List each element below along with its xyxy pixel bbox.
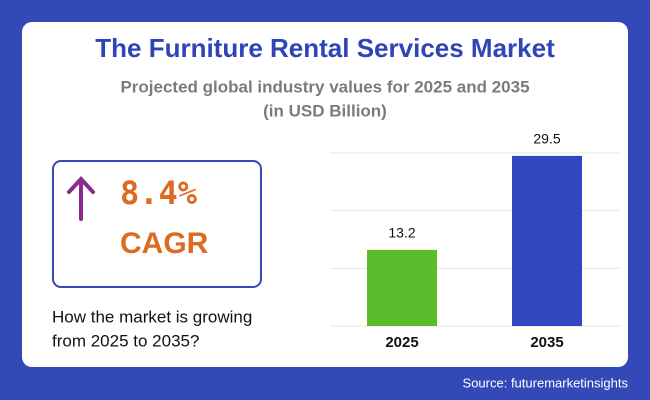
cagr-value: 8.4% — [120, 174, 198, 212]
x-tick-label: 2035 — [530, 334, 563, 351]
subtitle: Projected global industry values for 202… — [120, 77, 529, 96]
card — [22, 22, 628, 367]
subtitle: (in USD Billion) — [263, 101, 387, 120]
cagr-box — [52, 160, 262, 288]
bar — [512, 155, 582, 326]
value-label: 29.5 — [533, 131, 560, 147]
up-arrow — [67, 176, 95, 221]
question: from 2025 to 2035? — [52, 331, 199, 350]
x-tick-label: 2025 — [385, 334, 418, 351]
value-label: 13.2 — [388, 225, 415, 241]
title: The Furniture Rental Services Market — [95, 33, 555, 63]
bar — [367, 249, 437, 326]
source: Source: futuremarketinsights — [463, 375, 629, 390]
question: How the market is growing — [52, 307, 252, 326]
cagr-label: CAGR — [120, 227, 209, 260]
